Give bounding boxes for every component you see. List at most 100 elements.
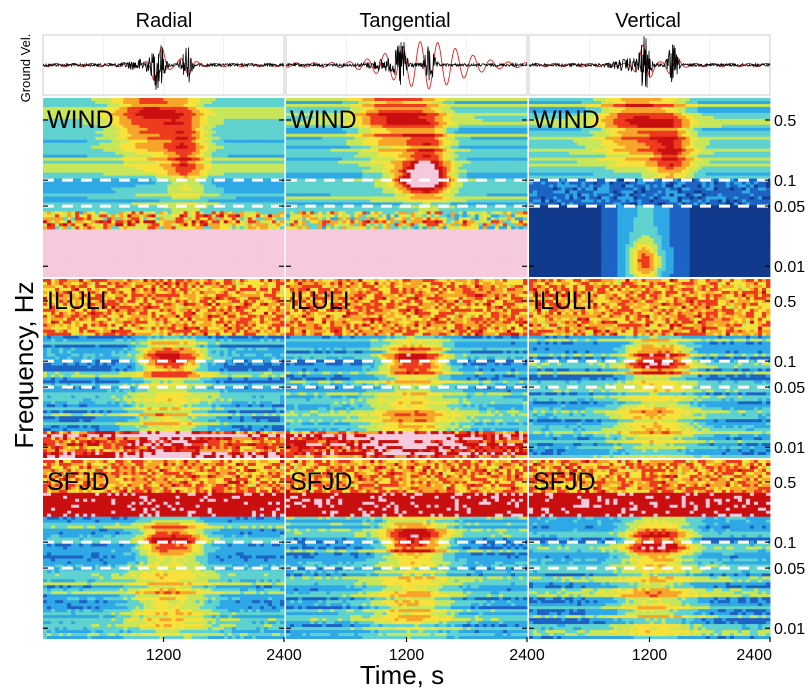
heatmap-cell xyxy=(119,115,124,120)
heatmap-cell xyxy=(107,226,112,230)
heatmap-cell xyxy=(103,235,108,239)
heatmap-cell xyxy=(51,112,56,117)
heatmap-cell xyxy=(326,112,331,117)
heatmap-cell xyxy=(191,244,197,248)
heatmap-cell xyxy=(362,98,367,102)
heatmap-cell xyxy=(135,274,140,278)
heatmap-cell xyxy=(223,250,229,254)
heatmap-cell xyxy=(215,259,221,263)
heatmap-cell xyxy=(338,148,343,153)
heatmap-cell xyxy=(239,151,245,156)
heatmap-cell xyxy=(75,103,80,108)
heatmap-cell xyxy=(63,100,68,105)
heatmap-cell xyxy=(350,130,355,135)
heatmap-cell xyxy=(227,142,233,147)
heatmap-cell xyxy=(271,121,277,126)
heatmap-cell xyxy=(83,98,88,102)
heatmap-cell xyxy=(259,247,265,251)
heatmap-cell xyxy=(490,148,496,153)
heatmap-cell xyxy=(350,142,355,147)
heatmap-cell xyxy=(111,142,116,147)
heatmap-cell xyxy=(199,118,205,123)
heatmap-cell xyxy=(179,238,184,242)
heatmap-cell xyxy=(239,190,245,194)
heatmap-cell xyxy=(71,127,76,132)
heatmap-cell xyxy=(251,229,257,233)
heatmap-cell xyxy=(199,98,205,102)
heatmap-cell xyxy=(75,214,80,218)
heatmap-cell xyxy=(163,157,168,162)
heatmap-cell xyxy=(75,229,80,233)
heatmap-cell xyxy=(199,130,205,135)
heatmap-cell xyxy=(55,262,60,266)
heatmap-cell xyxy=(259,223,265,227)
heatmap-cell xyxy=(247,229,253,233)
heatmap-cell xyxy=(47,98,52,102)
heatmap-cell xyxy=(191,217,197,221)
heatmap-cell xyxy=(223,175,229,179)
heatmap-cell xyxy=(494,100,500,105)
heatmap-cell xyxy=(179,181,184,185)
y-axis-title: Frequency, Hz xyxy=(9,281,39,448)
heatmap-cell xyxy=(167,241,172,245)
heatmap-cell xyxy=(454,118,460,123)
heatmap-cell xyxy=(87,139,92,144)
heatmap-cell xyxy=(127,211,132,215)
heatmap-cell xyxy=(91,217,96,221)
heatmap-cell xyxy=(159,187,164,191)
heatmap-cell xyxy=(267,166,273,170)
heatmap-cell xyxy=(414,151,419,156)
heatmap-cell xyxy=(183,223,188,227)
heatmap-cell xyxy=(55,256,60,260)
heatmap-cell xyxy=(466,133,472,138)
heatmap-cell xyxy=(119,211,124,215)
heatmap-cell xyxy=(227,199,233,203)
heatmap-cell xyxy=(298,106,303,111)
heatmap-cell xyxy=(59,232,64,236)
heatmap-cell xyxy=(426,100,431,105)
heatmap-cell xyxy=(374,154,379,159)
heatmap-cell xyxy=(426,154,431,159)
heatmap-cell xyxy=(83,115,88,120)
heatmap-cell xyxy=(195,250,201,254)
heatmap-cell xyxy=(71,202,76,206)
heatmap-cell xyxy=(259,154,265,159)
heatmap-cell xyxy=(143,121,148,126)
heatmap-cell xyxy=(362,109,367,114)
heatmap-cell xyxy=(502,136,508,141)
heatmap-cell xyxy=(119,244,124,248)
heatmap-cell xyxy=(123,139,128,144)
heatmap-cell xyxy=(111,250,116,254)
heatmap-cell xyxy=(99,151,104,156)
heatmap-cell xyxy=(263,247,269,251)
heatmap-cell xyxy=(314,148,319,153)
heatmap-cell xyxy=(219,172,225,176)
heatmap-cell xyxy=(207,106,213,111)
heatmap-cell xyxy=(334,121,339,126)
heatmap-cell xyxy=(71,262,76,266)
heatmap-cell xyxy=(191,169,197,173)
heatmap-cell xyxy=(235,229,241,233)
heatmap-cell xyxy=(167,142,172,147)
heatmap-cell xyxy=(279,241,285,245)
heatmap-cell xyxy=(362,103,367,108)
heatmap-cell xyxy=(67,202,72,206)
heatmap-cell xyxy=(179,232,184,236)
heatmap-cell xyxy=(183,118,188,123)
heatmap-cell xyxy=(239,217,245,221)
heatmap-cell xyxy=(243,157,249,162)
heatmap-cell xyxy=(346,98,351,102)
heatmap-cell xyxy=(199,259,205,263)
heatmap-cell xyxy=(362,133,367,138)
heatmap-cell xyxy=(127,241,132,245)
heatmap-cell xyxy=(139,100,144,105)
heatmap-cell xyxy=(123,199,128,203)
heatmap-cell xyxy=(223,172,229,176)
heatmap-cell xyxy=(259,253,265,257)
heatmap-cell xyxy=(143,175,148,179)
heatmap-cell xyxy=(259,166,265,170)
heatmap-cell xyxy=(271,139,277,144)
heatmap-cell xyxy=(139,190,144,194)
heatmap-cell xyxy=(494,106,500,111)
heatmap-cell xyxy=(275,241,281,245)
